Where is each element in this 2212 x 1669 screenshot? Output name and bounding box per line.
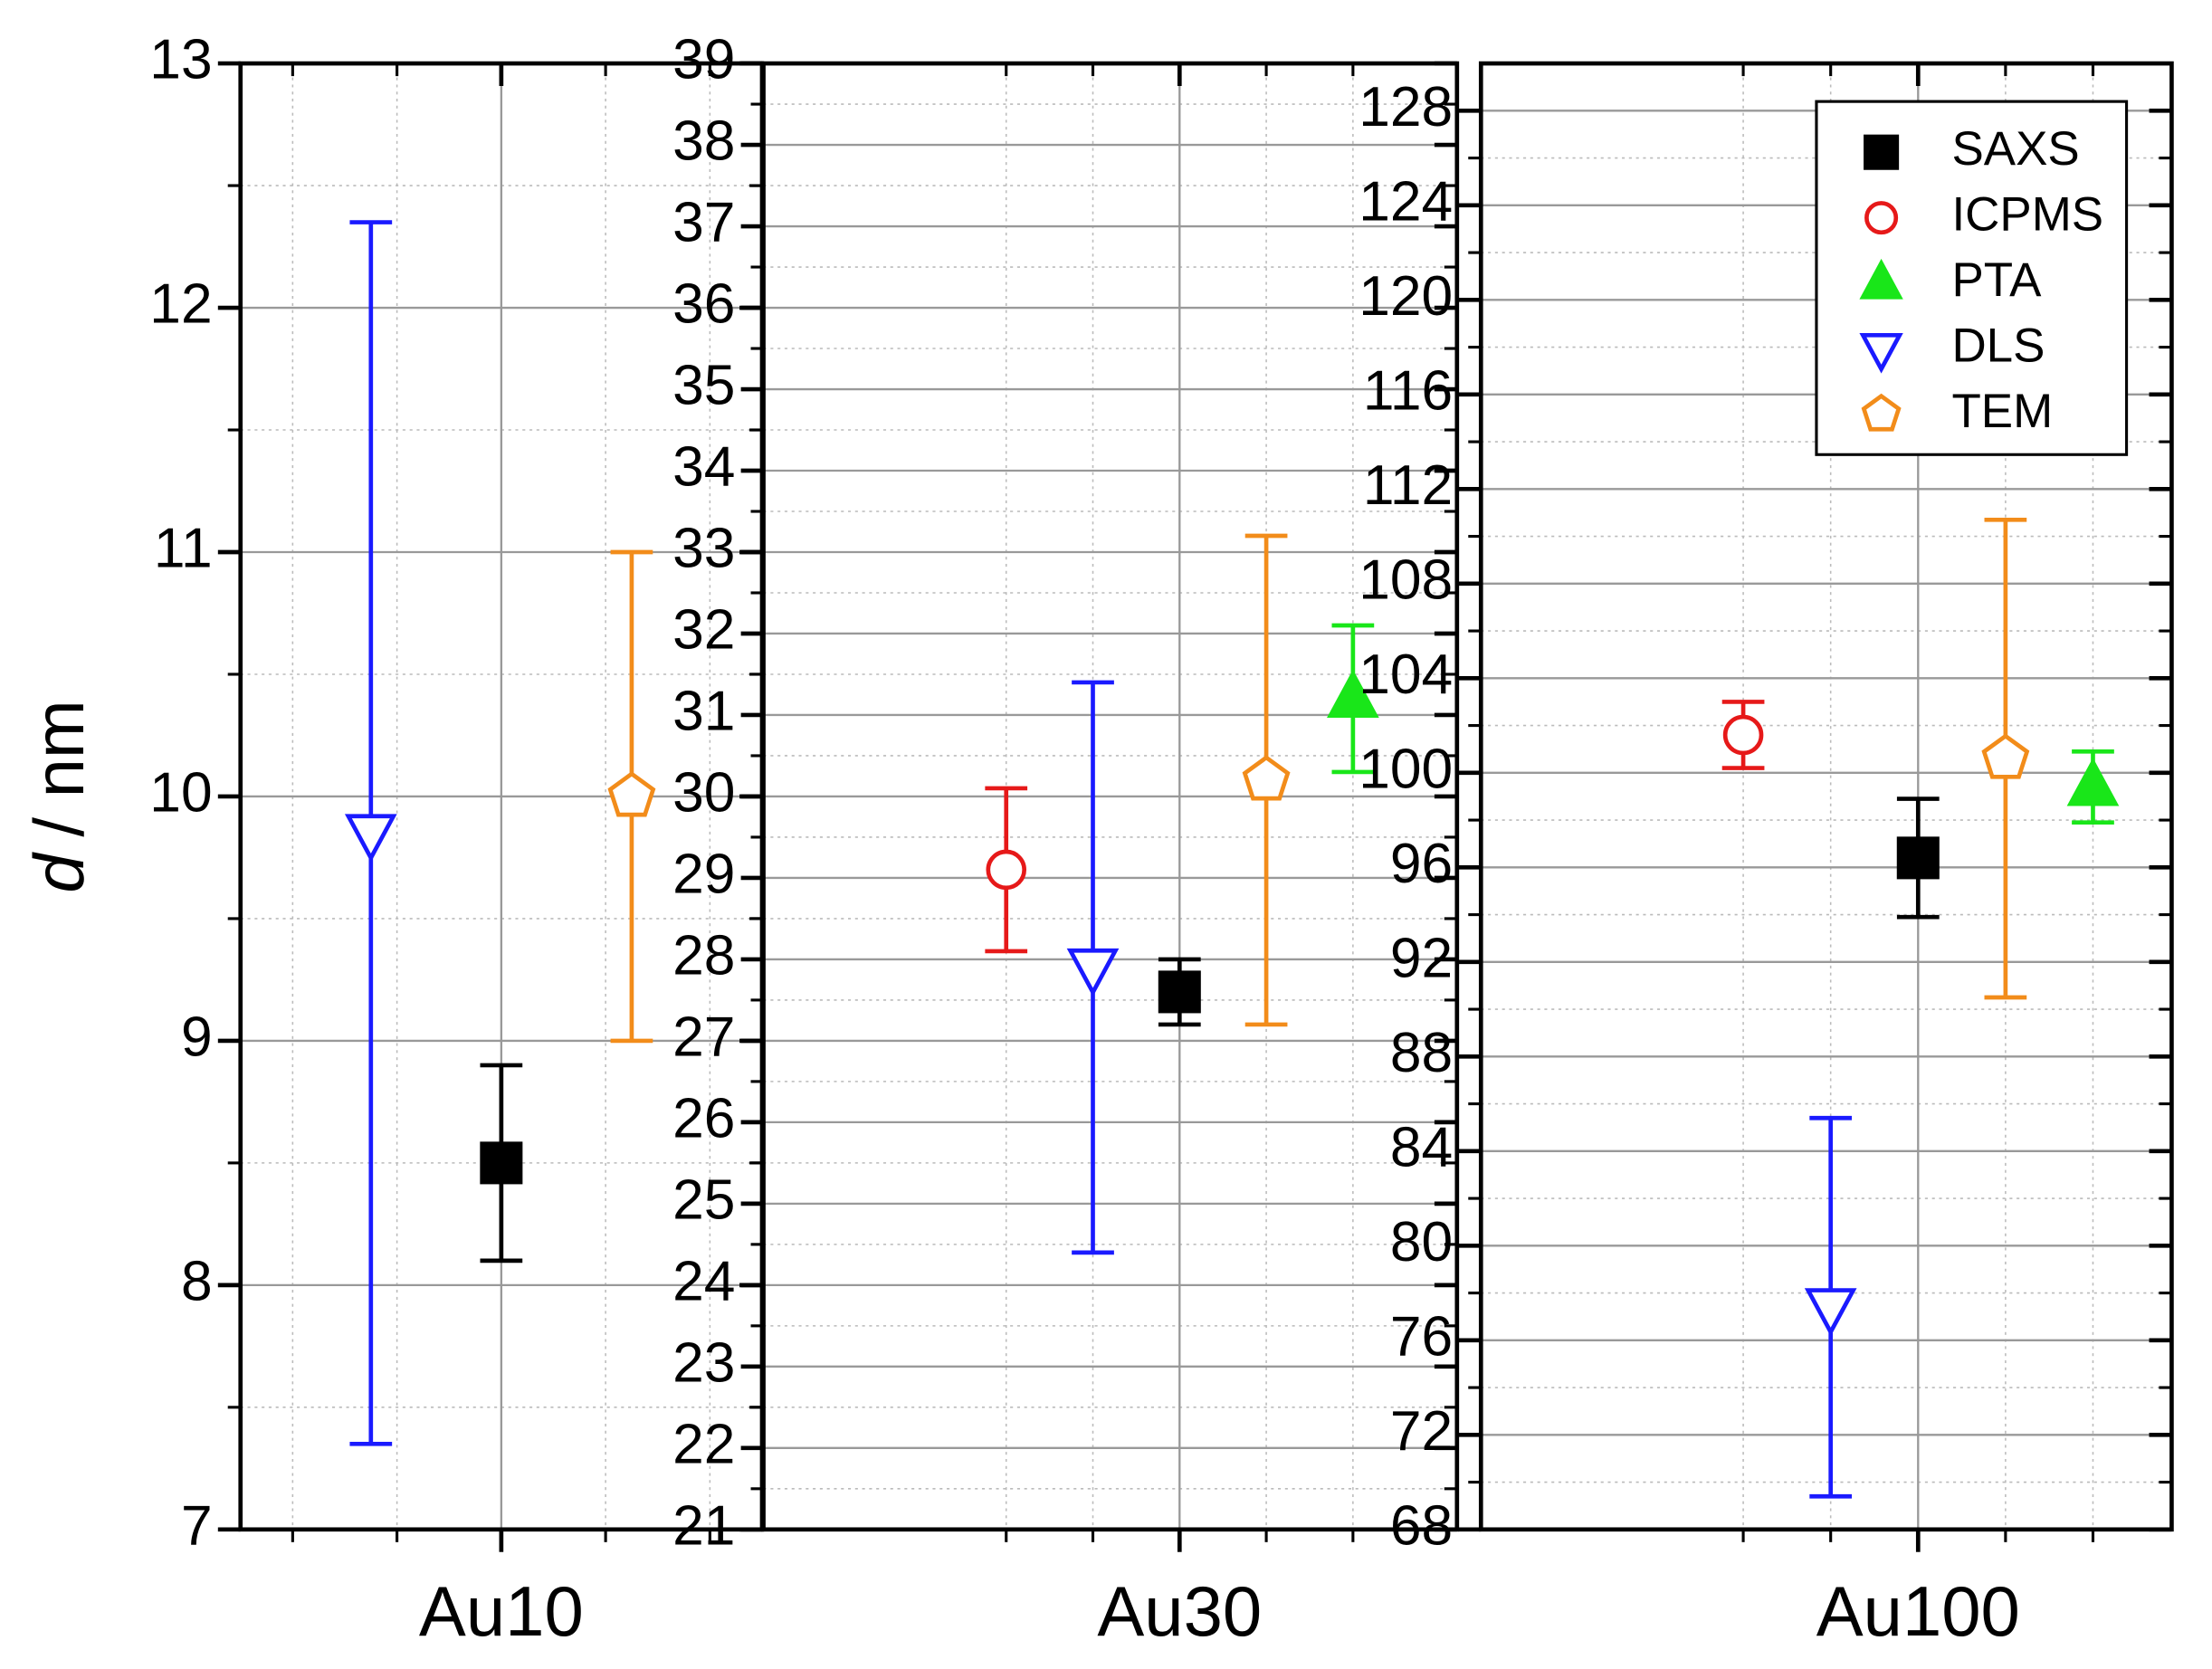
marker [1804, 1288, 1857, 1337]
y-tick-label: 27 [672, 1006, 735, 1068]
legend-label: SAXS [1951, 122, 2079, 176]
y-tick-label: 112 [1363, 454, 1453, 517]
y-tick-label: 25 [672, 1168, 735, 1231]
marker [1066, 948, 1120, 997]
legend-label: PTA [1951, 253, 2042, 307]
y-tick-label: 96 [1390, 833, 1453, 895]
marker [1864, 134, 1900, 170]
marker [1859, 332, 1903, 374]
y-tick-label: 21 [672, 1494, 735, 1557]
y-tick-label: 104 [1359, 644, 1453, 706]
marker [1722, 714, 1764, 756]
y-tick-label: 116 [1363, 359, 1453, 422]
y-tick-label: 36 [672, 272, 735, 335]
marker [480, 1141, 523, 1185]
x-tick-label: Au100 [1816, 1572, 2020, 1651]
y-tick-label: 26 [672, 1087, 735, 1149]
y-label-unit: / nm [20, 700, 99, 836]
y-tick-label: 32 [672, 598, 735, 661]
y-tick-label: 100 [1359, 738, 1453, 800]
y-tick-label: 9 [181, 1006, 213, 1068]
y-tick-label: 28 [672, 924, 735, 987]
y-tick-label: 37 [672, 192, 735, 254]
marker [344, 814, 397, 863]
legend-label: ICPMS [1951, 188, 2103, 242]
y-tick-label: 39 [672, 29, 735, 91]
x-tick-label: Au30 [1097, 1572, 1262, 1651]
y-tick-label: 33 [672, 517, 735, 579]
x-tick-label: Au10 [419, 1572, 584, 1651]
y-tick-label: 72 [1390, 1400, 1453, 1463]
y-tick-label: 120 [1359, 265, 1453, 328]
marker [2066, 758, 2120, 806]
y-tick-label: 108 [1359, 548, 1453, 611]
y-tick-label: 11 [154, 517, 213, 579]
marker [1327, 669, 1379, 718]
marker [1981, 733, 2030, 779]
y-tick-label: 22 [672, 1413, 735, 1475]
marker [1158, 970, 1201, 1014]
y-tick-label: 92 [1390, 927, 1453, 989]
y-tick-label: 24 [672, 1250, 735, 1312]
y-tick-label: 13 [149, 29, 212, 91]
y-tick-label: 7 [181, 1494, 213, 1557]
y-tick-label: 10 [149, 761, 212, 824]
y-tick-label: 8 [181, 1250, 213, 1312]
y-tick-label: 38 [672, 110, 735, 173]
y-label-symbol: d [20, 852, 99, 893]
marker [986, 849, 1027, 891]
marker [1861, 393, 1902, 432]
legend-label: DLS [1951, 319, 2045, 372]
y-tick-label: 29 [672, 843, 735, 905]
y-tick-label: 76 [1390, 1305, 1453, 1368]
legend-label: TEM [1951, 385, 2053, 438]
y-tick-label: 68 [1390, 1494, 1453, 1557]
y-tick-label: 128 [1359, 76, 1453, 138]
y-tick-label: 124 [1359, 170, 1453, 233]
marker [607, 771, 656, 817]
marker [1242, 755, 1291, 801]
y-tick-label: 23 [672, 1331, 735, 1394]
y-tick-label: 31 [672, 680, 735, 742]
y-tick-label: 34 [672, 435, 735, 498]
y-axis-label: d / nm [20, 700, 99, 892]
marker [1864, 201, 1899, 235]
marker [1859, 258, 1903, 300]
y-tick-label: 35 [672, 354, 735, 416]
y-tick-label: 80 [1390, 1211, 1453, 1273]
y-tick-label: 30 [672, 761, 735, 824]
y-tick-label: 88 [1390, 1022, 1453, 1084]
y-tick-label: 84 [1390, 1116, 1453, 1178]
marker [1896, 836, 1940, 880]
plot-frame [1478, 61, 2174, 1532]
y-tick-label: 12 [149, 272, 212, 335]
